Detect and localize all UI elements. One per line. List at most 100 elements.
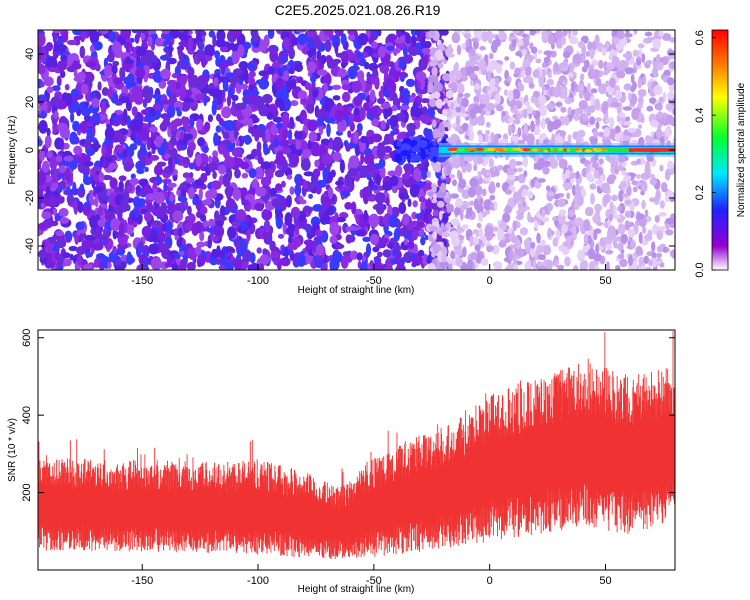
spectral-blob (450, 193, 459, 199)
spectral-blob (583, 219, 591, 231)
spectral-blob (84, 102, 89, 109)
spectral-blob (263, 178, 272, 186)
spectral-blob (420, 236, 426, 246)
spectral-blob (562, 30, 568, 37)
spectral-blob (649, 97, 657, 104)
spectral-blob (152, 70, 163, 83)
spectral-blob (89, 235, 96, 241)
spectral-blob (256, 141, 262, 154)
spectral-blob (562, 80, 567, 86)
spectral-blob (91, 113, 101, 124)
spectral-blob (188, 141, 196, 152)
spectral-blob (531, 46, 538, 54)
spectral-blob (506, 167, 515, 178)
spectral-blob (344, 202, 353, 210)
spectral-blob (73, 145, 83, 155)
spectral-blob (148, 30, 157, 35)
spectral-blob (108, 162, 119, 170)
spectral-blob (568, 209, 575, 218)
spectral-blob (495, 168, 500, 177)
spectral-blob (594, 34, 600, 46)
spectral-blob (423, 40, 432, 49)
spectral-blob (655, 189, 661, 202)
spectral-blob (441, 138, 447, 144)
spectral-blob (651, 241, 656, 252)
spectral-blob (334, 30, 344, 36)
spectral-blob (382, 249, 392, 258)
spectral-blob (371, 118, 379, 127)
spectral-blob (352, 131, 359, 144)
spectrogram-x-tick-label: 50 (599, 275, 611, 287)
spectral-blob (187, 205, 192, 216)
spectral-blob (144, 166, 149, 172)
spectral-blob (46, 56, 58, 70)
spectral-blob (81, 83, 89, 95)
spectral-blob (363, 209, 368, 222)
spectral-blob (420, 150, 426, 160)
spectral-blob (470, 252, 478, 261)
spectral-blob (473, 185, 483, 196)
spectral-blob (251, 149, 258, 155)
spectral-blob (249, 90, 260, 96)
spectral-blob (515, 51, 524, 57)
spectral-blob (38, 33, 46, 47)
spectral-blob (595, 179, 603, 185)
spectral-blob (38, 59, 42, 66)
spectral-blob (118, 134, 125, 146)
spectral-blob (487, 88, 492, 96)
signal-band-blob (457, 148, 465, 152)
spectral-blob (82, 205, 91, 216)
spectral-blob (477, 212, 484, 222)
spectral-blob (644, 209, 649, 218)
spectral-blob (416, 163, 425, 169)
spectral-blob (510, 100, 515, 110)
spectral-blob (387, 170, 397, 177)
spectral-blob (390, 257, 398, 265)
spectral-blob (177, 30, 187, 40)
spectral-blob (401, 89, 411, 96)
spectral-blob (638, 231, 643, 244)
spectral-blob (123, 162, 133, 172)
spectral-blob (637, 43, 645, 49)
spectral-blob (197, 137, 206, 147)
spectral-blob (607, 174, 617, 181)
spectral-blob (381, 237, 389, 243)
spectral-blob (72, 30, 83, 36)
spectral-blob (249, 252, 256, 264)
spectral-blob (467, 259, 473, 270)
spectral-blob (199, 206, 208, 215)
spectral-blob (231, 94, 239, 102)
spectral-blob (427, 81, 434, 93)
spectral-blob (152, 180, 158, 190)
spectral-blob (383, 145, 393, 153)
spectral-blob (637, 124, 643, 129)
spectral-blob (222, 131, 230, 140)
spectral-blob (606, 62, 616, 70)
colorbar-tick-label: 0.6 (694, 30, 706, 45)
spectral-blob (204, 44, 215, 58)
spectral-blob (400, 257, 405, 266)
spectral-blob (367, 136, 375, 145)
spectral-blob (650, 257, 658, 268)
spectral-blob (160, 68, 171, 80)
spectral-blob (355, 51, 364, 59)
spectral-blob (594, 213, 599, 218)
spectrogram-y-tick-label: -40 (24, 238, 36, 254)
spectral-blob (303, 171, 314, 177)
spectral-blob (328, 187, 334, 199)
spectral-blob (447, 44, 453, 56)
spectral-blob (530, 179, 535, 188)
spectral-blob (596, 77, 602, 87)
spectral-blob (663, 246, 667, 253)
spectral-blob (196, 241, 206, 248)
spectral-blob (294, 131, 303, 140)
spectral-blob (133, 138, 142, 145)
spectral-blob (429, 30, 435, 38)
spectral-blob (195, 154, 202, 167)
spectral-blob (218, 62, 229, 69)
spectral-blob (553, 193, 561, 200)
spectral-blob (595, 243, 600, 255)
spectral-blob (279, 139, 289, 148)
spectral-blob (530, 241, 536, 249)
spectral-blob (522, 156, 529, 168)
